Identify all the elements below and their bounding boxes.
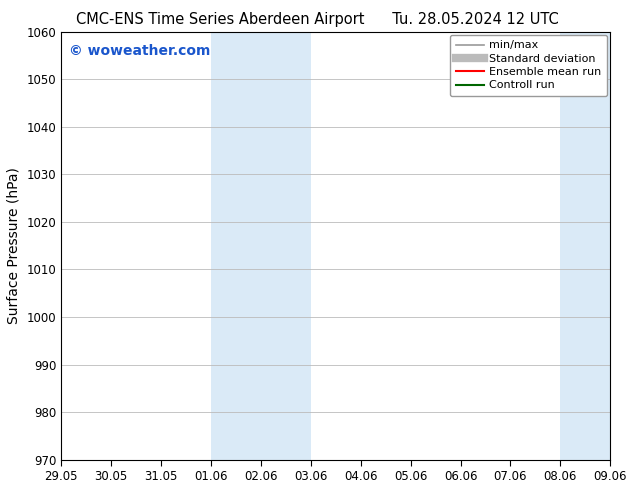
Legend: min/max, Standard deviation, Ensemble mean run, Controll run: min/max, Standard deviation, Ensemble me…	[450, 35, 607, 96]
Text: © woweather.com: © woweather.com	[69, 45, 210, 58]
Y-axis label: Surface Pressure (hPa): Surface Pressure (hPa)	[7, 167, 21, 324]
Bar	[560, 31, 611, 460]
Text: CMC-ENS Time Series Aberdeen Airport      Tu. 28.05.2024 12 UTC: CMC-ENS Time Series Aberdeen Airport Tu.…	[75, 12, 559, 27]
Bar	[211, 31, 261, 460]
Bar	[261, 31, 311, 460]
